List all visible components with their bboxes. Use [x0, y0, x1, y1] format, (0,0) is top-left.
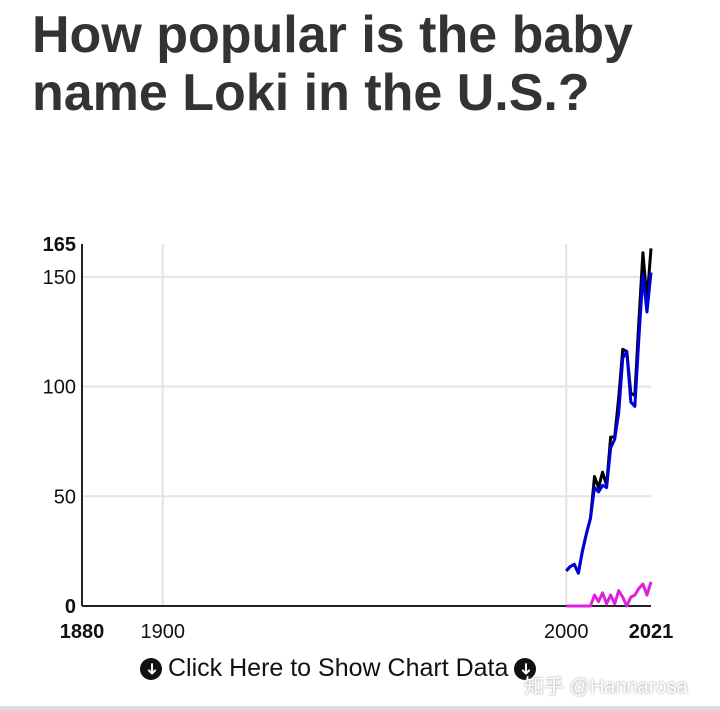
y-tick-label: 150 — [43, 267, 76, 289]
x-tick-label: 1880 — [60, 621, 105, 643]
x-tick-label: 2021 — [629, 621, 674, 643]
series-line-1 — [565, 272, 653, 575]
arrow-down-circle-icon: ➜ — [140, 657, 162, 680]
line-chart: 0 50 100 150 165 1880 1900 2000 2021 — [43, 234, 674, 643]
show-chart-data-label: Click Here to Show Chart Data — [168, 654, 509, 682]
watermark: 知乎 @Hannarosa — [524, 676, 688, 698]
x-tick-label: 1900 — [140, 621, 185, 643]
series-line-0 — [565, 248, 653, 575]
series-line-2 — [566, 581, 653, 608]
y-tick-label: 165 — [43, 234, 76, 256]
divider — [0, 706, 720, 710]
page-title: How popular is the baby name Loki in the… — [32, 6, 633, 122]
y-tick-label: 50 — [54, 486, 76, 508]
y-tick-label: 0 — [65, 596, 76, 618]
x-tick-label: 2000 — [544, 621, 589, 643]
show-chart-data-button[interactable]: ➜ Click Here to Show Chart Data ➜ — [140, 654, 537, 683]
y-tick-label: 100 — [43, 377, 76, 399]
